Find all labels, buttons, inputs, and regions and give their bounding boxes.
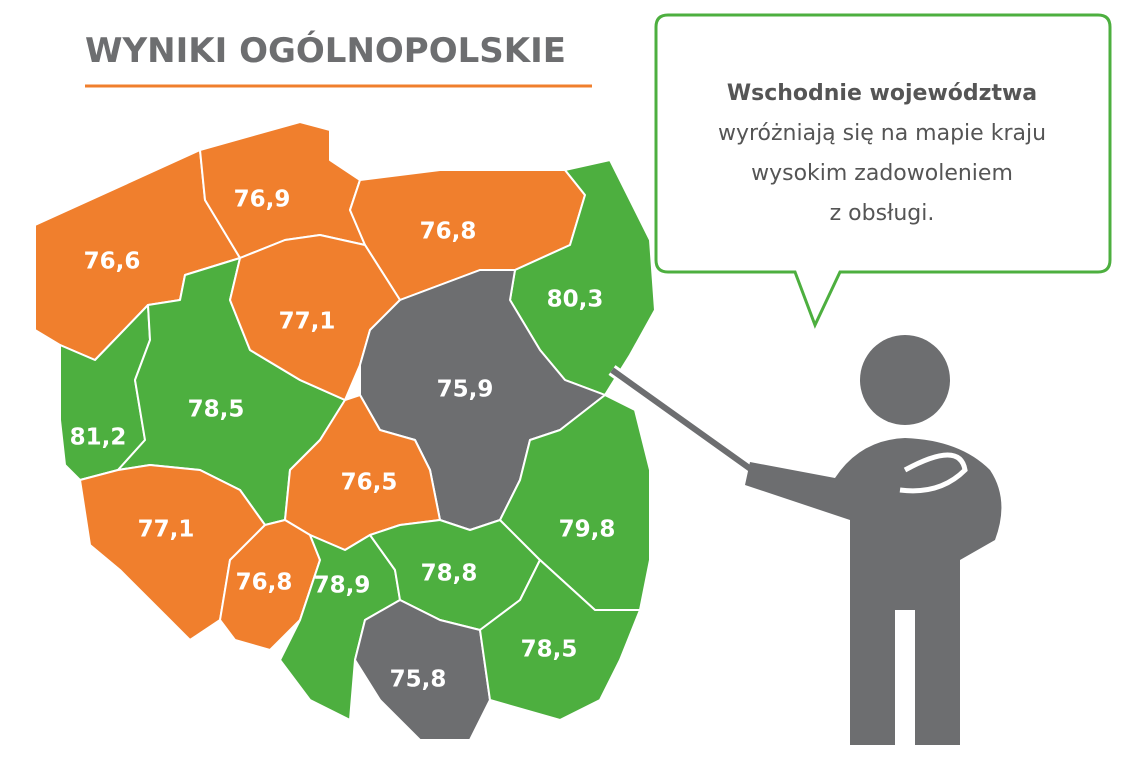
speech-bubble [654, 13, 1112, 329]
title: WYNIKI OGÓLNOPOLSKIE [85, 30, 566, 71]
region [354, 599, 491, 741]
region-label: 78,5 [188, 397, 245, 423]
region-label: 75,8 [390, 667, 447, 693]
callout-line: wysokim zadowoleniem [751, 161, 1013, 186]
region [479, 559, 641, 721]
region-label: 81,2 [70, 425, 127, 451]
region-label: 78,5 [521, 637, 578, 663]
callout-line: Wschodnie województwa [727, 81, 1037, 106]
region-label: 76,6 [84, 249, 141, 275]
presenter [608, 335, 1002, 745]
region-label: 76,5 [341, 470, 398, 496]
map: 76,6 76,9 76,8 80,3 81,2 78,5 77,1 75,9 76,5 77,1… [34, 121, 656, 741]
region-label: 78,8 [421, 561, 478, 587]
region-label: 76,9 [234, 187, 291, 213]
region-label: 78,9 [314, 573, 371, 599]
region-label: 76,8 [420, 219, 477, 245]
region-label: 77,1 [138, 517, 195, 543]
callout-line: z obsługi. [830, 201, 935, 226]
region-label: 75,9 [437, 377, 494, 403]
callout-line: wyróżniają się na mapie kraju [718, 121, 1046, 146]
region-label: 76,8 [236, 570, 293, 596]
region-label: 77,1 [279, 309, 336, 335]
region [219, 519, 321, 651]
region-label: 80,3 [547, 287, 604, 313]
region [499, 394, 651, 611]
region-label: 79,8 [559, 517, 616, 543]
